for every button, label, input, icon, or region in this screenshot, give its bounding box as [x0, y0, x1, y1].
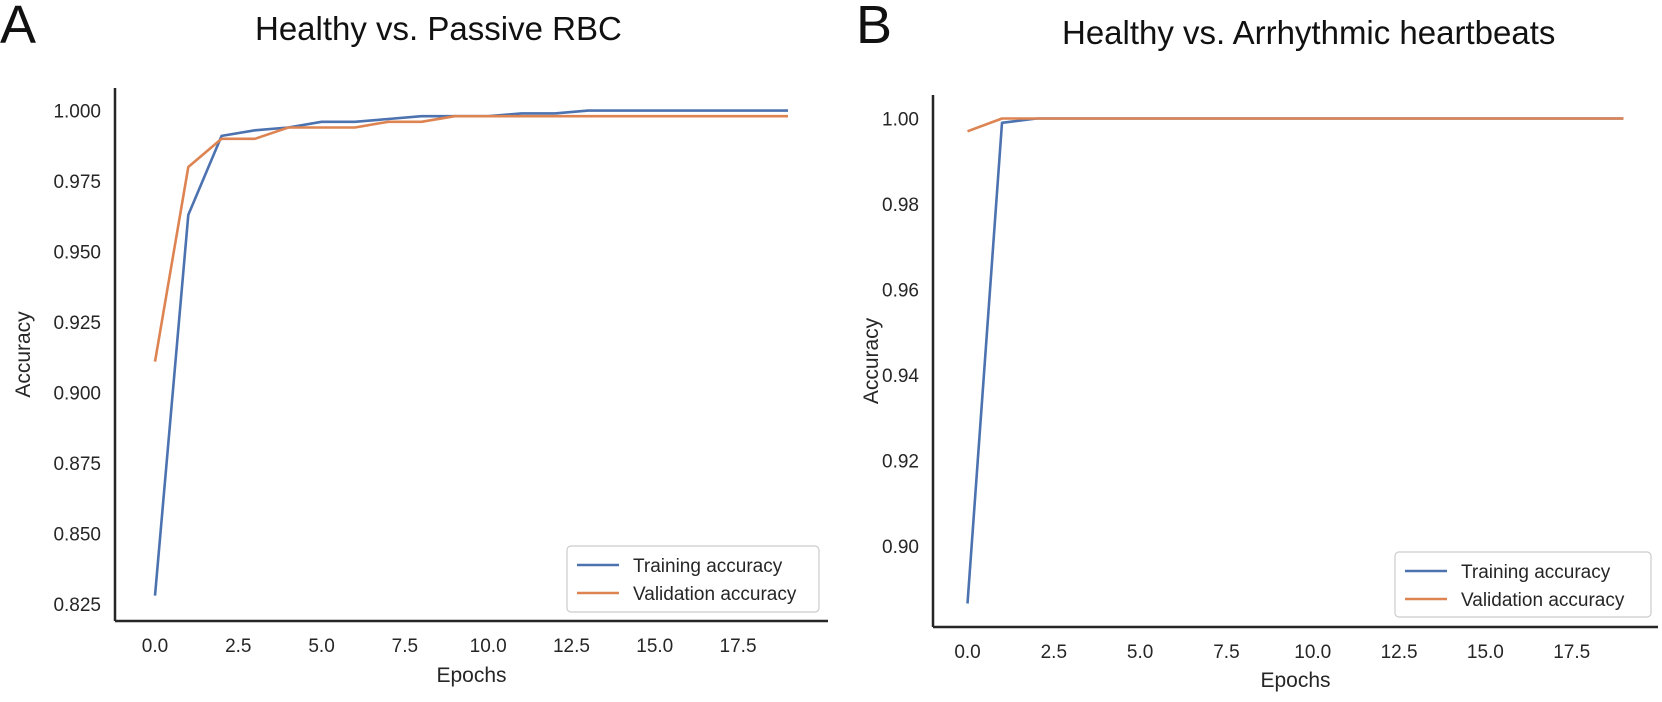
y-tick-label: 0.92	[882, 451, 919, 472]
panel-label: A	[0, 0, 37, 55]
series-line-validation	[153, 114, 788, 362]
y-tick-label: 0.975	[53, 172, 101, 193]
x-tick-label: 0.0	[142, 636, 168, 657]
series-line-training	[966, 117, 1624, 604]
y-tick-label: 0.825	[53, 595, 101, 616]
panel-label: B	[856, 0, 893, 55]
y-tick-label: 1.00	[882, 110, 919, 131]
y-tick-label: 0.90	[882, 537, 919, 558]
y-tick-label: 0.850	[53, 525, 101, 546]
chart-title: Healthy vs. Passive RBC	[255, 10, 622, 47]
x-axis-label: Epochs	[436, 664, 506, 687]
line-chart-b: 0.90 0.92 0.94 0.96 0.98 1.00 0.0 2.5 5.0 7.5 10.0…	[860, 95, 1658, 692]
y-tick-label: 0.98	[882, 195, 919, 216]
legend-entry-label: Validation accuracy	[1461, 590, 1625, 611]
x-tick-label: 17.5	[1553, 642, 1590, 663]
x-tick-label: 10.0	[1294, 642, 1331, 663]
y-tick-label: 1.000	[53, 102, 101, 123]
legend-entry-label: Training accuracy	[633, 556, 783, 577]
legend-box	[566, 545, 820, 613]
x-tick-label: 7.5	[1213, 642, 1239, 663]
x-tick-label: 0.0	[954, 642, 980, 663]
y-tick-label: 0.94	[882, 366, 919, 387]
x-tick-label: 5.0	[1127, 642, 1153, 663]
x-tick-label: 12.5	[1381, 642, 1418, 663]
x-tick-label: 5.0	[308, 636, 334, 657]
chart-title: Healthy vs. Arrhythmic heartbeats	[1062, 14, 1556, 51]
series-line-training	[153, 109, 788, 596]
line-chart-a: 0.825 0.850 0.875 0.900 0.925 0.950 0.975 1.000…	[12, 88, 828, 687]
x-tick-label: 15.0	[636, 636, 673, 657]
y-tick-label: 0.900	[53, 384, 101, 405]
legend-entry-label: Training accuracy	[1461, 562, 1611, 583]
x-tick-label: 7.5	[392, 636, 418, 657]
x-tick-label: 17.5	[720, 636, 757, 657]
x-tick-label: 2.5	[225, 636, 251, 657]
chart-panel-b: B Healthy vs. Arrhythmic heartbeats 0.90…	[840, 0, 1662, 702]
y-tick-label: 0.875	[53, 454, 101, 475]
legend-entry-label: Validation accuracy	[633, 584, 797, 605]
x-tick-label: 10.0	[470, 636, 507, 657]
legend-box	[1394, 551, 1652, 618]
x-tick-label: 12.5	[553, 636, 590, 657]
x-tick-label: 15.0	[1467, 642, 1504, 663]
x-tick-label: 2.5	[1041, 642, 1067, 663]
chart-panel-a: A Healthy vs. Passive RBC 0.825 0.850 0.87…	[0, 0, 828, 687]
y-axis-label: Accuracy	[12, 311, 35, 398]
y-tick-label: 0.96	[882, 280, 919, 301]
y-tick-label: 0.950	[53, 243, 101, 264]
y-axis-label: Accuracy	[860, 317, 883, 404]
series-line-validation	[967, 117, 1624, 133]
x-axis-label: Epochs	[1260, 669, 1330, 692]
y-tick-label: 0.925	[53, 313, 101, 334]
